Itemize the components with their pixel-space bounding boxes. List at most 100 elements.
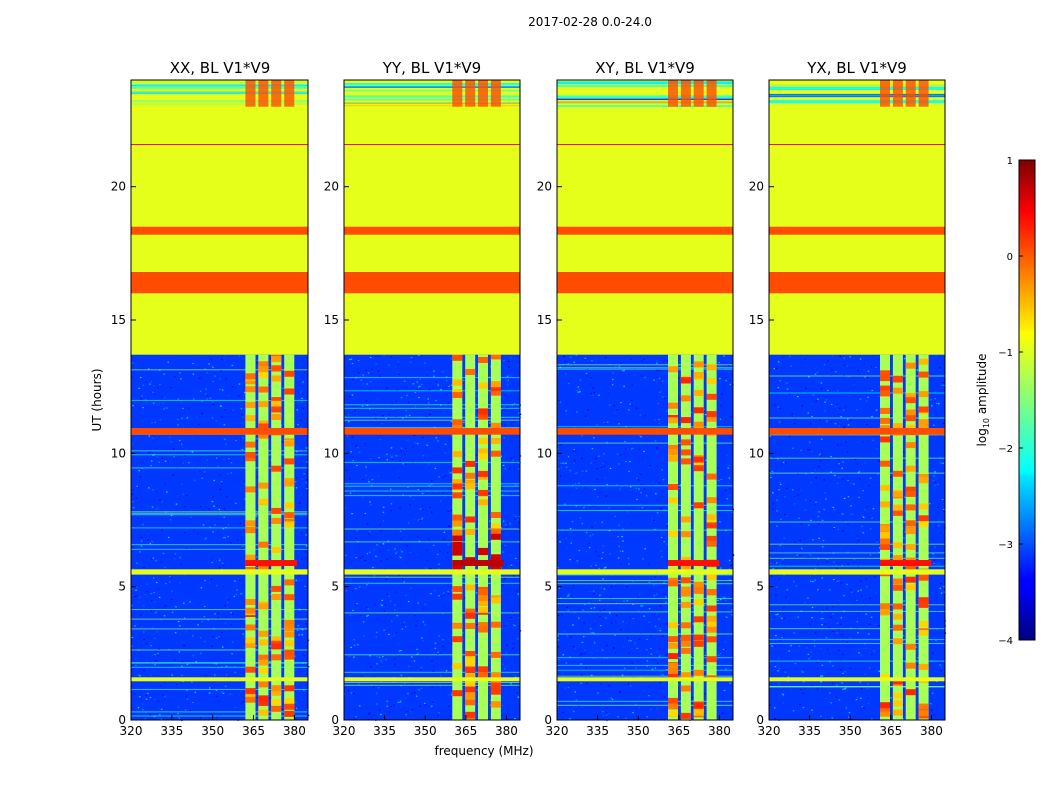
noise-cell [233,595,236,597]
noise-cell [826,420,828,422]
band-cell [452,467,463,474]
noise-cell [131,362,134,364]
noise-cell [175,503,178,505]
noise-cell [824,492,826,494]
noise-cell [501,627,503,629]
band-cell [880,710,890,717]
noise-cell [383,610,386,612]
noise-cell [565,373,567,375]
band-cell [490,450,501,457]
noise-cell [147,539,149,541]
heatmap-xx [131,80,310,722]
noise-cell [842,688,844,690]
band-cell [271,375,282,382]
noise-cell [353,639,355,641]
noise-cell [208,520,210,522]
noise-cell [727,382,730,384]
noise-cell [182,426,185,428]
noise-cell [421,517,424,519]
noise-cell [836,403,838,405]
noise-cell [835,371,837,373]
noise-cell [201,621,203,623]
noise-cell [666,525,668,527]
noise-cell [157,507,159,509]
noise-cell [451,589,453,591]
noise-cell [179,557,181,559]
band-cell [465,460,476,467]
noise-cell [621,674,624,676]
noise-cell [487,379,489,381]
band-cell [892,375,903,382]
noise-cell [731,396,734,398]
band-cell [258,401,269,408]
noise-cell [510,564,513,566]
noise-cell [152,391,154,393]
noise-cell [868,633,870,635]
noise-cell [146,643,148,645]
noise-cell [830,702,832,704]
noise-cell [436,536,439,538]
noise-cell [153,637,156,639]
x-tick-label: 350 [201,724,224,738]
x-tick-label: 320 [758,724,781,738]
noise-cell [374,424,377,426]
noise-cell [352,609,354,612]
noise-cell [573,361,575,363]
noise-cell [592,590,595,592]
noise-cell [367,608,370,610]
time-line [131,369,308,371]
noise-cell [224,685,227,687]
noise-cell [512,643,514,645]
noise-cell [298,535,300,537]
top-band-cell [668,80,678,107]
time-line [131,666,308,668]
noise-cell [305,716,308,718]
noise-cell [348,414,350,416]
noise-cell [774,666,777,668]
noise-cell [608,392,610,395]
band-cell [490,353,501,360]
band-cell [478,489,488,496]
noise-cell [867,703,870,705]
noise-cell [414,442,416,444]
noise-cell [350,566,353,569]
noise-cell [432,701,434,703]
noise-cell [181,374,184,376]
noise-cell [787,680,789,682]
noise-cell [514,557,517,559]
noise-cell [833,390,836,392]
noise-cell [396,370,399,372]
noise-cell [159,383,161,385]
noise-cell [170,598,173,600]
noise-cell [197,626,199,628]
noise-cell [809,554,812,556]
noise-cell [140,538,143,540]
noise-cell [691,472,694,474]
noise-cell [390,356,393,358]
noise-cell [772,503,775,505]
noise-cell [703,604,705,606]
time-line [131,544,308,546]
noise-cell [845,441,847,443]
noise-cell [220,370,222,372]
panel-yx: YX, BL V1*V9 [768,59,947,721]
noise-cell [659,605,662,607]
noise-cell [188,462,190,464]
noise-cell [942,462,944,464]
noise-cell [819,451,822,453]
noise-cell [174,567,177,569]
noise-cell [941,589,943,591]
noise-cell [934,546,936,548]
noise-cell [145,698,148,700]
noise-cell [419,508,422,510]
noise-cell [178,416,180,418]
noise-cell [512,624,515,626]
noise-cell [418,439,421,441]
noise-cell [622,540,624,542]
noise-cell [422,640,424,642]
band-cell [918,574,929,581]
band-cell [465,369,476,375]
band-cell [706,364,717,371]
noise-cell [369,458,372,460]
noise-cell [703,519,705,521]
